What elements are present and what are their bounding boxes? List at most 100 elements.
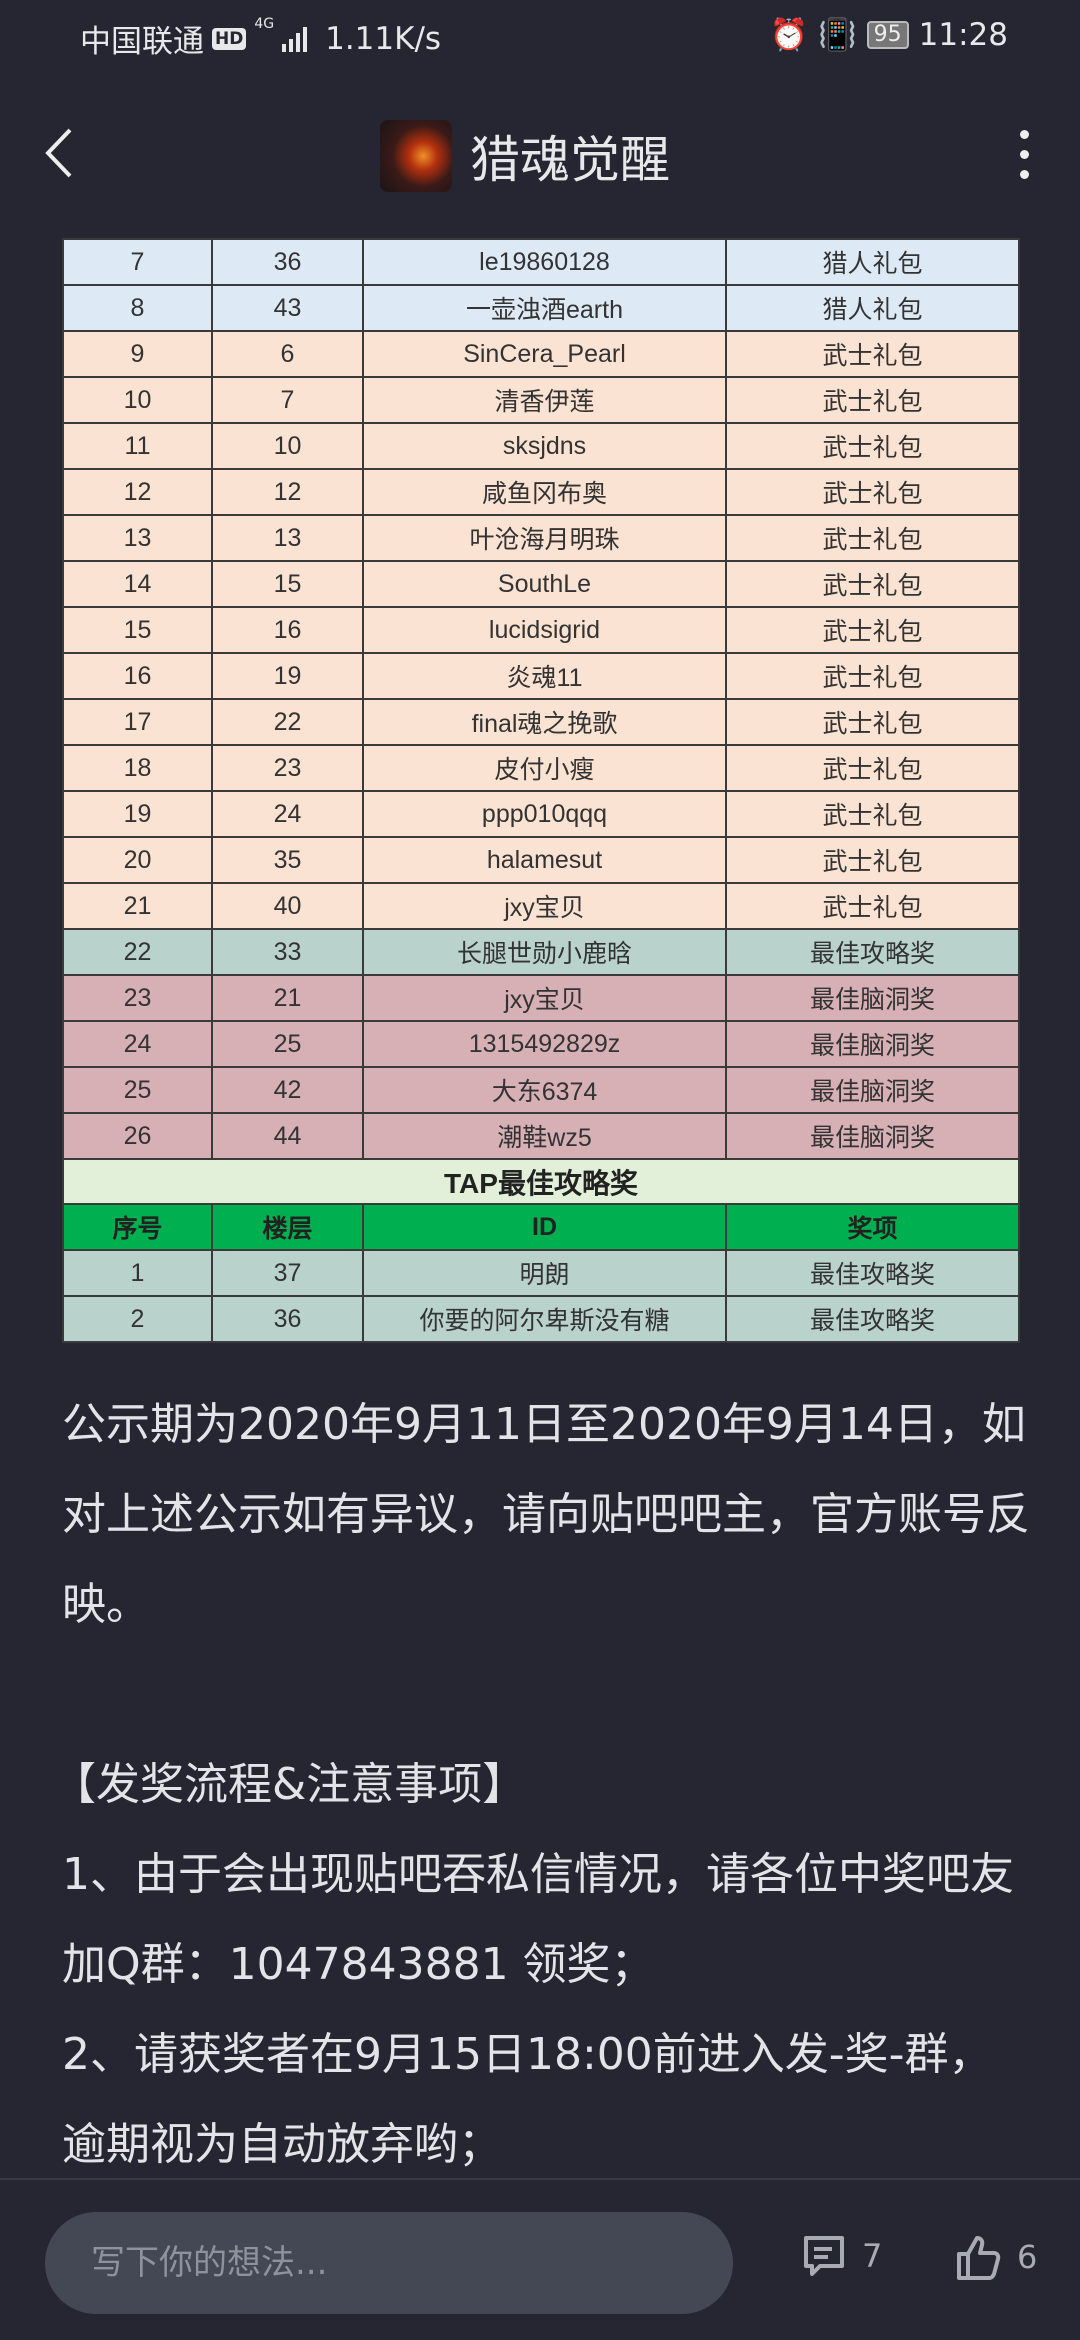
table-row: 11 10 sksjdns 武士礼包 — [62, 422, 1020, 470]
table-row: 16 19 炎魂11 武士礼包 — [62, 652, 1020, 700]
cell-no: 19 — [62, 790, 213, 838]
cell-no: 10 — [62, 376, 213, 424]
alarm-icon: ⏰ — [769, 17, 809, 53]
cell-floor: 25 — [211, 1020, 364, 1068]
table-row: 26 44 潮鞋wz5 最佳脑洞奖 — [62, 1112, 1020, 1160]
cell-prize: 武士礼包 — [725, 790, 1020, 838]
cell-prize: 最佳脑洞奖 — [725, 1020, 1020, 1068]
cell-no: 11 — [62, 422, 213, 470]
page-title: 猎魂觉醒 — [470, 131, 670, 189]
network-type: 4G — [254, 16, 275, 32]
table-row: 25 42 大东6374 最佳脑洞奖 — [62, 1066, 1020, 1114]
cell-floor: 44 — [211, 1112, 364, 1160]
cell-id: final魂之挽歌 — [362, 698, 727, 746]
header-floor: 楼层 — [211, 1203, 364, 1251]
cell-no: 23 — [62, 974, 213, 1022]
notice-item: 2、请获奖者在9月15日18:00前进入发-奖-群，逾期视为自动放弃哟； — [62, 2029, 993, 2170]
cell-no: 14 — [62, 560, 213, 608]
cell-no: 21 — [62, 882, 213, 930]
table-row: 10 7 清香伊莲 武士礼包 — [62, 376, 1020, 424]
cell-floor: 42 — [211, 1066, 364, 1114]
cell-prize: 猎人礼包 — [725, 284, 1020, 332]
cell-floor: 23 — [211, 744, 364, 792]
header-id: ID — [362, 1203, 727, 1251]
cell-id: 长腿世勋小鹿晗 — [362, 928, 727, 976]
cell-floor: 16 — [211, 606, 364, 654]
cell-prize: 最佳攻略奖 — [725, 1249, 1020, 1297]
comment-button[interactable]: 7 — [800, 2232, 882, 2280]
winners-table: 7 36 le19860128 猎人礼包 8 43 一壶浊酒earth 猎人礼包 9 6 SinCe… — [62, 238, 1020, 1343]
cell-no: 12 — [62, 468, 213, 516]
chevron-left-icon — [45, 128, 72, 178]
cell-prize: 武士礼包 — [725, 836, 1020, 884]
cell-id: 炎魂11 — [362, 652, 727, 700]
cell-prize: 最佳脑洞奖 — [725, 974, 1020, 1022]
cell-id: 潮鞋wz5 — [362, 1112, 727, 1160]
cell-id: 大东6374 — [362, 1066, 727, 1114]
cell-id: SouthLe — [362, 560, 727, 608]
cell-prize: 武士礼包 — [725, 560, 1020, 608]
cell-no: 18 — [62, 744, 213, 792]
cell-floor: 7 — [211, 376, 364, 424]
post-body: 公示期为2020年9月11日至2020年9月14日，如对上述公示如有异议，请向贴… — [52, 1380, 1032, 2190]
cell-prize: 武士礼包 — [725, 652, 1020, 700]
cell-prize: 猎人礼包 — [725, 238, 1020, 286]
like-button[interactable]: 6 — [955, 2232, 1037, 2282]
cell-floor: 36 — [211, 1295, 364, 1343]
cell-floor: 21 — [211, 974, 364, 1022]
table-row: 1 37 明朗 最佳攻略奖 — [62, 1249, 1020, 1297]
cell-floor: 40 — [211, 882, 364, 930]
thumbs-up-icon — [957, 2236, 1001, 2280]
cell-id: le19860128 — [362, 238, 727, 286]
bottom-bar: 写下你的想法... 7 6 — [0, 2178, 1080, 2340]
cell-id: jxy宝贝 — [362, 974, 727, 1022]
cell-no: 20 — [62, 836, 213, 884]
cell-no: 7 — [62, 238, 213, 286]
cell-no: 26 — [62, 1112, 213, 1160]
cell-no: 16 — [62, 652, 213, 700]
cell-floor: 33 — [211, 928, 364, 976]
table-row: 14 15 SouthLe 武士礼包 — [62, 560, 1020, 608]
cell-no: 8 — [62, 284, 213, 332]
section-heading: 【发奖流程&注意事项】 — [52, 1759, 527, 1810]
battery-icon: 95 — [866, 20, 909, 49]
table-row: 18 23 皮付小瘦 武士礼包 — [62, 744, 1020, 792]
cell-no: 2 — [62, 1295, 213, 1343]
cell-no: 17 — [62, 698, 213, 746]
table-row: 8 43 一壶浊酒earth 猎人礼包 — [62, 284, 1020, 332]
hd-icon: HD — [212, 27, 247, 50]
cell-prize: 武士礼包 — [725, 606, 1020, 654]
notice-paragraph: 公示期为2020年9月11日至2020年9月14日，如对上述公示如有异议，请向贴… — [62, 1399, 1030, 1630]
cell-prize: 最佳脑洞奖 — [725, 1066, 1020, 1114]
cell-floor: 13 — [211, 514, 364, 562]
cell-floor: 6 — [211, 330, 364, 378]
table-row: 21 40 jxy宝贝 武士礼包 — [62, 882, 1020, 930]
notice-item: 1、由于会出现贴吧吞私信情况，请各位中奖吧友加Q群：1047843881 领奖； — [62, 1849, 1014, 1990]
cell-floor: 19 — [211, 652, 364, 700]
table-row: 17 22 final魂之挽歌 武士礼包 — [62, 698, 1020, 746]
table-row: 2 36 你要的阿尔卑斯没有糖 最佳攻略奖 — [62, 1295, 1020, 1343]
header-no: 序号 — [62, 1203, 213, 1251]
cell-id: 叶沧海月明珠 — [362, 514, 727, 562]
cell-no: 1 — [62, 1249, 213, 1297]
cell-floor: 35 — [211, 836, 364, 884]
net-speed: 1.11K/s — [325, 20, 442, 57]
table-row: 20 35 halamesut 武士礼包 — [62, 836, 1020, 884]
cell-floor: 24 — [211, 790, 364, 838]
cell-prize: 武士礼包 — [725, 514, 1020, 562]
comment-input[interactable]: 写下你的想法... — [45, 2212, 733, 2314]
cell-floor: 22 — [211, 698, 364, 746]
back-button[interactable] — [44, 126, 84, 186]
cell-floor: 15 — [211, 560, 364, 608]
cell-id: ppp010qqq — [362, 790, 727, 838]
cell-prize: 最佳攻略奖 — [725, 1295, 1020, 1343]
more-button[interactable] — [1020, 130, 1030, 179]
cell-floor: 36 — [211, 238, 364, 286]
cell-prize: 最佳脑洞奖 — [725, 1112, 1020, 1160]
comment-count: 7 — [862, 2237, 883, 2275]
cell-no: 22 — [62, 928, 213, 976]
table-row: 19 24 ppp010qqq 武士礼包 — [62, 790, 1020, 838]
cell-no: 25 — [62, 1066, 213, 1114]
table-row: 23 21 jxy宝贝 最佳脑洞奖 — [62, 974, 1020, 1022]
cell-id: 一壶浊酒earth — [362, 284, 727, 332]
